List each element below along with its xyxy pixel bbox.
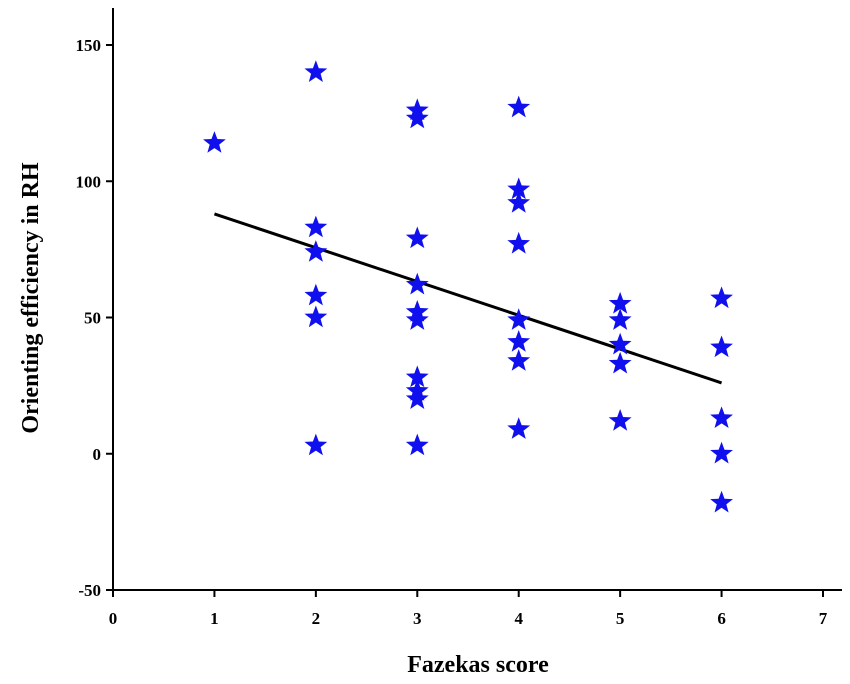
axes [112,8,842,591]
x-tick-label: 7 [819,609,828,628]
star-icon [608,351,632,374]
star-icon [507,349,531,371]
star-icon [304,305,328,328]
star-icon [507,95,531,118]
regression-line [213,212,723,385]
x-axis-ticks: 0 1 2 3 4 5 6 7 [109,590,828,628]
star-icon [608,308,632,330]
data-points [203,60,733,513]
star-icon [710,441,733,464]
star-icon [507,177,531,200]
star-icon [405,387,429,409]
star-icon [405,308,429,330]
star-icon [405,433,429,456]
x-tick-label: 6 [717,609,726,628]
y-axis-ticks: -50 0 50 100 150 [76,36,113,600]
x-tick-label: 0 [109,609,118,628]
star-icon [304,433,328,456]
star-icon [405,226,429,249]
x-tick-label: 2 [312,609,321,628]
star-icon [304,60,328,82]
star-icon [608,332,632,355]
star-icon [304,283,328,306]
star-icon [304,240,328,262]
star-icon [710,286,733,309]
star-icon [507,231,531,254]
star-icon [405,272,429,295]
y-tick-label: -50 [78,581,101,600]
x-tick-label: 1 [210,609,219,628]
star-icon [608,409,632,431]
star-icon [405,365,429,388]
star-icon [507,417,531,439]
y-tick-label: 50 [84,309,101,328]
regression-line-group [213,212,723,385]
y-tick-label: 100 [76,172,102,191]
x-axis-title: Fazekas score [407,652,549,678]
y-tick-label: 150 [76,36,102,55]
x-tick-label: 4 [514,609,523,628]
star-icon [710,335,733,358]
star-icon [608,291,632,314]
y-axis-title: Orienting efficiency in RH [18,162,44,434]
x-tick-label: 3 [413,609,422,628]
x-tick-label: 5 [616,609,625,628]
star-icon [507,330,531,352]
star-icon [304,215,328,238]
y-tick-label: 0 [93,445,102,464]
star-icon [203,131,226,153]
star-icon [710,490,733,513]
star-icon [507,308,531,330]
star-icon [405,106,429,129]
star-icon [507,191,531,213]
star-icon [710,406,733,429]
